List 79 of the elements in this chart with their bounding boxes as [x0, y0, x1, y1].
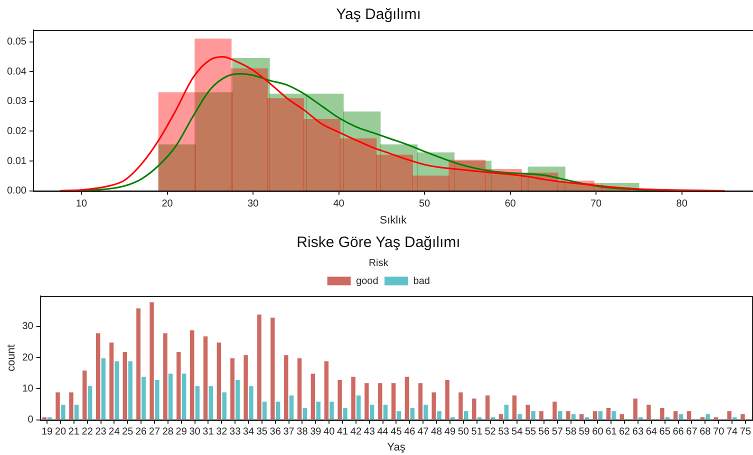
- x-tick-label: 29: [176, 426, 188, 438]
- x-tick-label: 61: [606, 426, 618, 438]
- x-tick-label: 47: [418, 426, 430, 438]
- x-tick-label: 50: [418, 198, 431, 210]
- legend-label: good: [356, 276, 378, 287]
- x-tick-label: 22: [82, 426, 94, 438]
- y-tick-label: 0.00: [6, 186, 27, 197]
- x-tick-label: 43: [364, 426, 376, 438]
- y-tick-label: 0.05: [6, 36, 27, 48]
- x-tick-label: 54: [512, 426, 524, 438]
- x-tick-label: 40: [333, 198, 345, 210]
- x-tick-label: 65: [659, 426, 671, 438]
- x-tick-label: 35: [256, 426, 268, 438]
- x-tick-label: 19: [41, 426, 54, 438]
- x-tick-label: 70: [713, 426, 725, 438]
- y-axis-title: count: [6, 344, 18, 372]
- x-tick-label: 20: [54, 426, 66, 438]
- x-tick-label: 27: [148, 426, 160, 438]
- x-tick-label: 63: [632, 426, 644, 438]
- x-tick-label: 31: [202, 426, 214, 438]
- x-tick-label: 70: [590, 198, 602, 210]
- x-tick-label: 66: [672, 426, 684, 438]
- x-tick-label: 64: [646, 426, 658, 438]
- x-tick-label: 80: [676, 198, 688, 210]
- x-tick-label: 23: [95, 426, 107, 438]
- x-tick-label: 75: [740, 426, 752, 438]
- y-tick-label: 0.01: [6, 156, 27, 167]
- x-tick-label: 32: [216, 426, 228, 438]
- x-tick-label: 51: [471, 426, 483, 438]
- y-tick-label: 30: [22, 321, 34, 332]
- x-tick-label: 36: [270, 426, 282, 438]
- y-tick-label: 20: [22, 352, 34, 364]
- x-tick-label: 34: [242, 426, 254, 438]
- x-tick-label: 38: [296, 426, 308, 438]
- x-axis-title: Yaş: [387, 441, 406, 454]
- x-axis-title: Sıklık: [380, 214, 408, 226]
- y-tick-label: 0.03: [6, 96, 27, 108]
- x-tick-label: 30: [189, 426, 201, 438]
- x-tick-label: 68: [700, 426, 712, 438]
- x-tick-label: 55: [524, 426, 537, 438]
- x-tick-label: 41: [336, 426, 349, 438]
- x-tick-label: 40: [324, 426, 336, 438]
- x-tick-label: 24: [108, 426, 120, 438]
- x-tick-label: 46: [404, 426, 416, 438]
- x-tick-label: 39: [310, 426, 322, 438]
- x-tick-label: 49: [444, 426, 456, 438]
- x-tick-label: 44: [377, 426, 389, 438]
- chart-title: Riske Göre Yaş Dağılımı: [296, 234, 460, 252]
- x-tick-label: 60: [504, 198, 516, 210]
- x-tick-label: 67: [686, 426, 698, 438]
- x-tick-label: 56: [538, 426, 550, 438]
- legend-label: bad: [413, 276, 430, 287]
- y-tick-label: 0.02: [6, 126, 27, 137]
- y-tick-label: 0: [28, 414, 34, 426]
- x-tick-label: 50: [458, 426, 470, 438]
- legend-title: Risk: [368, 258, 390, 269]
- x-tick-label: 74: [726, 426, 738, 438]
- x-tick-label: 26: [135, 426, 148, 438]
- x-tick-label: 48: [430, 426, 443, 438]
- x-tick-label: 57: [552, 426, 564, 438]
- x-tick-label: 10: [76, 198, 88, 210]
- chart-title: Yaş Dağılımı: [336, 6, 421, 24]
- x-tick-label: 21: [68, 426, 80, 438]
- x-tick-label: 25: [122, 426, 134, 438]
- x-tick-label: 42: [350, 426, 362, 438]
- x-tick-label: 58: [565, 426, 577, 438]
- x-tick-label: 53: [498, 426, 510, 438]
- x-tick-label: 45: [390, 426, 402, 438]
- x-tick-label: 20: [162, 198, 174, 210]
- x-tick-label: 62: [619, 426, 631, 438]
- x-tick-label: 28: [162, 426, 174, 438]
- x-tick-label: 60: [592, 426, 604, 438]
- y-tick-label: 10: [22, 383, 34, 394]
- y-tick-label: 0.04: [6, 66, 27, 78]
- x-tick-label: 33: [230, 426, 242, 438]
- x-tick-label: 37: [283, 426, 295, 438]
- x-tick-label: 52: [484, 426, 496, 438]
- x-tick-label: 59: [578, 426, 590, 438]
- x-tick-label: 30: [247, 198, 260, 210]
